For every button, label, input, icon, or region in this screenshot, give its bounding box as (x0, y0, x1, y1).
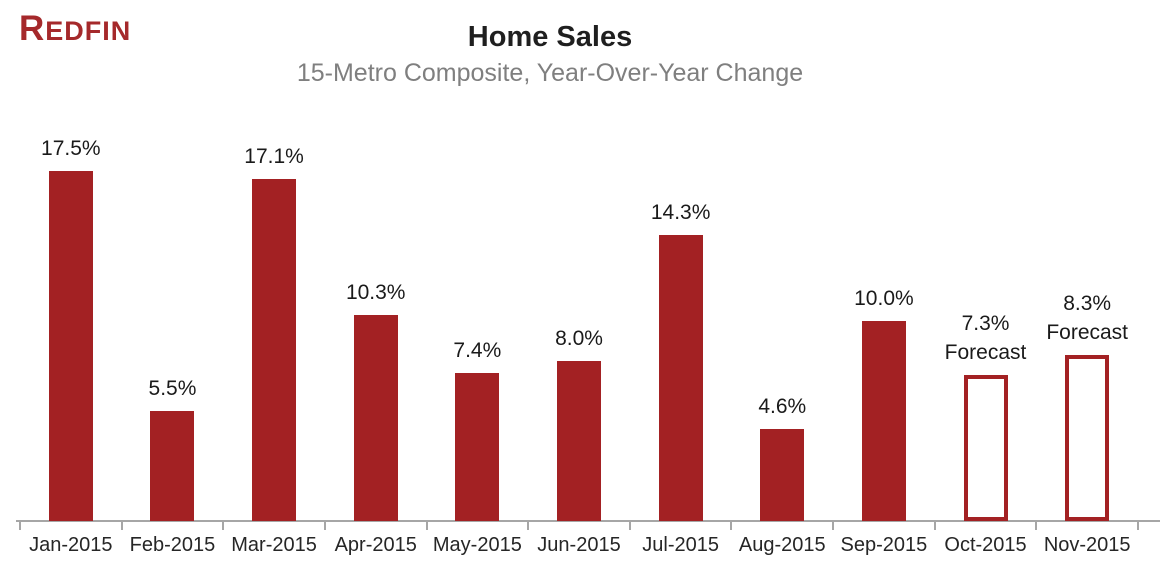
value-label-jan-2015: 17.5% (16, 134, 126, 163)
x-label-jan-2015: Jan-2015 (29, 534, 113, 556)
title-block: Home Sales 15-Metro Composite, Year-Over… (0, 20, 1100, 88)
value-label-jul-2015: 14.3% (626, 198, 736, 227)
bar-jul-2015 (658, 235, 703, 521)
chart-subtitle: 15-Metro Composite, Year-Over-Year Chang… (296, 59, 804, 87)
x-axis-tick (730, 520, 733, 530)
x-axis-tick (832, 520, 835, 530)
bar-mar-2015 (252, 179, 297, 521)
x-label-nov-2015: Nov-2015 (1043, 534, 1131, 556)
x-label-feb-2015: Feb-2015 (129, 534, 216, 556)
bar-jun-2015 (557, 361, 601, 521)
value-text: 10.3% (345, 281, 406, 304)
value-text: 10.0% (854, 287, 914, 310)
value-label-jun-2015: 8.0% (524, 324, 634, 353)
value-text: 8.0% (555, 327, 603, 350)
value-text: 7.3% (961, 312, 1010, 335)
value-text: 8.3% (1063, 292, 1112, 315)
bar-feb-2015 (150, 411, 195, 521)
bar-apr-2015 (353, 315, 398, 521)
value-text: 5.5% (148, 377, 197, 400)
x-label-sep-2015: Sep-2015 (840, 534, 928, 556)
x-axis-tick (1137, 520, 1139, 530)
bar-may-2015 (455, 373, 500, 521)
x-axis-tick (933, 520, 936, 530)
chart-title: Home Sales (467, 21, 633, 53)
forecast-text: Forecast (944, 341, 1027, 364)
value-label-feb-2015: 5.5% (117, 374, 227, 403)
value-text: 17.5% (41, 137, 101, 160)
forecast-text: Forecast (1046, 321, 1129, 344)
bar-aug-2015 (760, 429, 805, 521)
x-axis-tick (222, 520, 225, 530)
bar-jan-2015 (48, 171, 93, 521)
x-axis-line (16, 520, 1160, 522)
redfin-logo: REDFIN (19, 9, 132, 48)
x-label-jul-2015: Jul-2015 (642, 534, 719, 556)
value-label-apr-2015: 10.3% (321, 278, 431, 307)
value-text: 7.4% (453, 339, 502, 362)
value-label-sep-2015: 10.0% (829, 284, 939, 313)
x-axis-tick (425, 520, 428, 530)
bar-sep-2015 (861, 321, 906, 521)
x-axis-tick (19, 520, 21, 530)
x-label-mar-2015: Mar-2015 (231, 534, 317, 556)
value-label-mar-2015: 17.1% (219, 142, 329, 171)
x-label-jun-2015: Jun-2015 (537, 534, 621, 556)
value-text: 17.1% (244, 145, 304, 168)
x-axis-tick (527, 520, 530, 530)
x-axis-tick (120, 520, 123, 530)
forecast-bar-nov-2015 (1065, 355, 1110, 521)
value-label-aug-2015: 4.6% (727, 392, 837, 421)
x-label-aug-2015: Aug-2015 (738, 534, 826, 556)
x-label-oct-2015: Oct-2015 (944, 534, 1027, 556)
value-label-oct-2015: 7.3% Forecast (931, 309, 1041, 367)
x-label-may-2015: May-2015 (432, 534, 522, 556)
x-axis-tick (628, 520, 631, 530)
x-axis-tick (1035, 520, 1038, 530)
forecast-bar-oct-2015 (963, 375, 1008, 521)
value-label-nov-2015: 8.3% Forecast (1032, 289, 1142, 347)
value-label-may-2015: 7.4% (422, 336, 532, 365)
x-label-apr-2015: Apr-2015 (334, 534, 417, 556)
value-text: 4.6% (758, 395, 807, 418)
x-axis-tick (323, 520, 326, 530)
value-text: 14.3% (650, 201, 711, 224)
